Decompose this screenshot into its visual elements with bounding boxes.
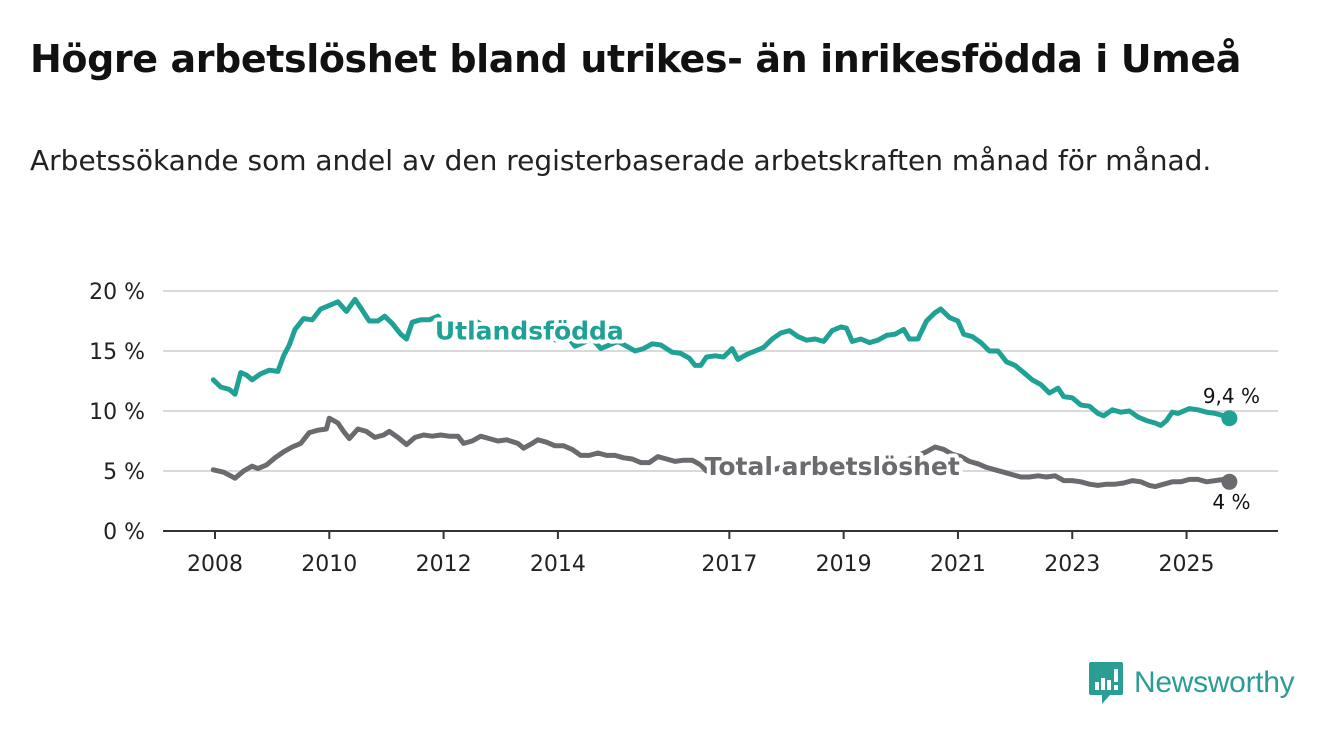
series-line-total xyxy=(210,415,1232,490)
chart-subtitle: Arbetssökande som andel av den registerb… xyxy=(30,144,1212,177)
x-tick-label: 2019 xyxy=(816,552,872,577)
series-end-point xyxy=(1221,473,1238,490)
newsworthy-logo-icon xyxy=(1089,662,1123,704)
x-tick-label: 2023 xyxy=(1044,552,1100,577)
y-tick-label: 10 % xyxy=(89,400,145,425)
y-tick-label: 5 % xyxy=(103,460,145,485)
x-tick-label: 2025 xyxy=(1159,552,1215,577)
series-label-total: Total arbetslöshet xyxy=(705,452,960,481)
x-tick-label: 2012 xyxy=(416,552,472,577)
x-tick-label: 2008 xyxy=(187,552,243,577)
series-end-label: 9,4 % xyxy=(1203,384,1260,408)
y-tick-label: 15 % xyxy=(89,340,145,365)
x-tick-label: 2010 xyxy=(301,552,357,577)
x-tick-label: 2017 xyxy=(701,552,757,577)
series-line-utlandsfodda xyxy=(210,296,1232,428)
x-tick-label: 2021 xyxy=(930,552,986,577)
series-label-utlandsfodda: Utlandsfödda xyxy=(435,317,624,346)
y-tick-label: 20 % xyxy=(89,280,145,305)
series-end-point xyxy=(1221,410,1238,427)
chart-title: Högre arbetslöshet bland utrikes- än inr… xyxy=(30,37,1241,81)
brand-name: Newsworthy xyxy=(1134,666,1295,699)
series-end-label: 4 % xyxy=(1212,490,1250,514)
brand-logo: Newsworthy xyxy=(1088,660,1295,706)
y-tick-label: 0 % xyxy=(103,520,145,545)
x-tick-label: 2014 xyxy=(530,552,586,577)
